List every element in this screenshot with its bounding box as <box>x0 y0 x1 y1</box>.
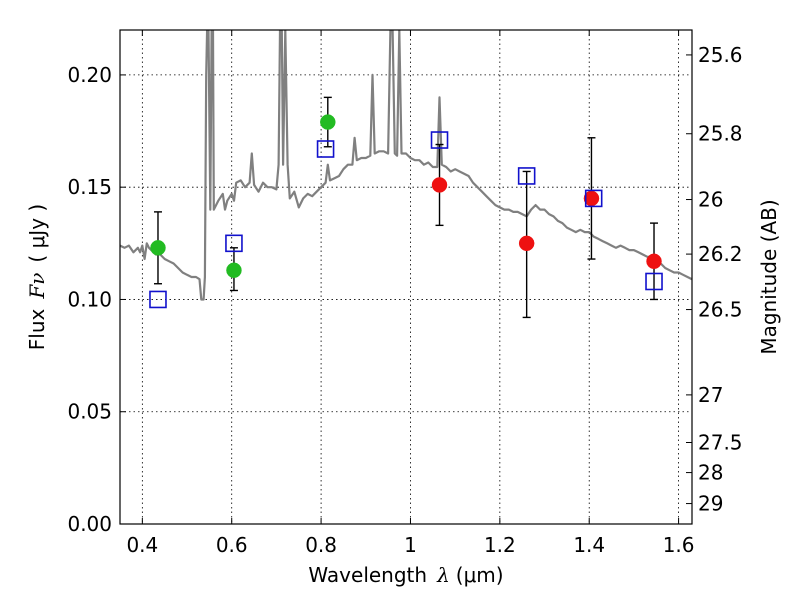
spectrum-line <box>120 30 692 301</box>
y2-tick-label: 27.5 <box>698 430 743 454</box>
x-axis-label: Wavelength λ (μm) <box>308 563 503 587</box>
data-point-square <box>316 140 335 158</box>
data-point-circle <box>646 253 662 270</box>
y2-tick-label: 28 <box>698 461 723 485</box>
y-axis-label-text: Flux <box>25 308 49 350</box>
y-axis-label-unit: ( μJy ) <box>25 204 49 263</box>
y2-tick-label: 25.8 <box>698 122 743 146</box>
y-tick-label: 0.20 <box>67 63 112 87</box>
y-tick-label: 0.05 <box>67 400 112 424</box>
y2-tick-label: 27 <box>698 383 723 407</box>
y2-tick-label: 25.6 <box>698 43 743 67</box>
axis-ticks: 0.4 0.6 0.8 1 1.2 1.4 1.6 0.00 0.05 0.10 0.15 0.20 2… <box>67 30 743 557</box>
x-tick-label: 1.4 <box>573 533 605 557</box>
y2-tick-label: 29 <box>698 492 723 516</box>
data-point-square <box>645 272 663 291</box>
data-point-circle <box>150 240 166 256</box>
plot-frame <box>119 29 693 525</box>
x-tick-label: 0.8 <box>305 533 337 557</box>
y2-tick-label: 26 <box>698 188 723 212</box>
x-axis-label-symbol: λ <box>436 563 450 587</box>
x-tick-label: 1 <box>404 533 417 557</box>
data-point-circle <box>320 114 336 130</box>
x-tick-label: 1.6 <box>663 533 695 557</box>
y-axis-label: Flux Fν ( μJy ) <box>25 204 49 350</box>
y2-tick-label: 26.2 <box>698 242 743 266</box>
x-tick-label: 0.6 <box>216 533 248 557</box>
data-markers <box>149 114 663 309</box>
y-tick-label: 0.10 <box>67 287 112 311</box>
y2-axis-label: Magnitude (AB) <box>757 199 781 354</box>
x-tick-label: 1.2 <box>484 533 516 557</box>
y-tick-label: 0.15 <box>67 175 112 199</box>
data-point-square <box>430 131 449 149</box>
x-axis-label-unit: (μm) <box>456 563 504 587</box>
data-point-circle <box>226 262 242 279</box>
y-axis-label-symbol: Fν <box>25 273 49 300</box>
y2-tick-label: 26.5 <box>698 298 743 322</box>
data-point-square <box>149 290 167 309</box>
data-point-square <box>517 167 536 185</box>
y-tick-label: 0.00 <box>67 512 112 536</box>
data-point-circle <box>518 235 535 252</box>
data-point-square <box>584 189 603 208</box>
data-point-circle <box>431 177 448 193</box>
x-tick-label: 0.4 <box>126 533 158 557</box>
x-axis-label-text: Wavelength <box>308 563 427 587</box>
data-point-square <box>225 234 243 253</box>
